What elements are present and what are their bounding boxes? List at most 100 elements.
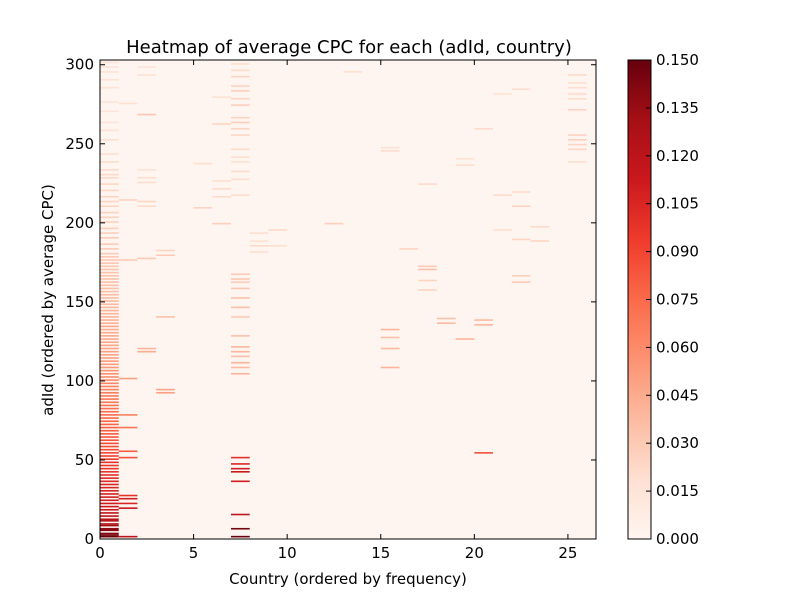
heatmap-cell	[100, 205, 119, 208]
heatmap-cell	[100, 303, 119, 306]
heatmap-cell	[511, 281, 531, 283]
heatmap-cell	[474, 127, 494, 130]
heatmap-cell	[231, 350, 250, 353]
heatmap-cell	[100, 319, 119, 321]
heatmap-cell	[231, 75, 250, 78]
heatmap-cell	[118, 199, 138, 201]
heatmap-cell	[455, 164, 475, 166]
heatmap-cell	[156, 391, 175, 394]
heatmap-cell	[530, 225, 550, 228]
colorbar-tick-label: 0.105	[656, 195, 699, 213]
heatmap-cell	[100, 455, 119, 457]
x-tick-label: 15	[371, 544, 390, 562]
heatmap-cell	[100, 331, 119, 334]
heatmap-cell	[231, 134, 250, 136]
heatmap-cell	[118, 456, 138, 459]
heatmap-cell	[343, 71, 363, 73]
colorbar-tick-label: 0.135	[656, 99, 699, 117]
heatmap-cell	[418, 279, 437, 282]
heatmap-cell	[380, 366, 400, 369]
heatmap-cell	[231, 161, 250, 163]
heatmap-cell	[324, 222, 344, 225]
heatmap-cell	[100, 183, 119, 185]
heatmap-cell	[100, 341, 119, 343]
heatmap-cell	[100, 110, 119, 113]
heatmap-cell	[100, 335, 119, 337]
heatmap-cell	[156, 254, 175, 257]
colorbar: 0.000 0.015 0.030 0.045 0.060 0.075 0.090 0.105…	[627, 51, 699, 548]
heatmap-cell	[100, 350, 119, 353]
heatmap-cell	[380, 328, 400, 331]
heatmap-cell	[100, 86, 119, 89]
heatmap-cell	[100, 306, 119, 309]
colorbar-tick-label: 0.030	[656, 434, 699, 452]
heatmap-cell	[567, 86, 587, 89]
heatmap-cell	[100, 426, 119, 429]
y-tick-label: 50	[75, 451, 94, 469]
heatmap-cell	[567, 139, 587, 141]
heatmap-cell	[493, 93, 512, 95]
heatmap-cell	[100, 439, 119, 442]
heatmap-cell	[100, 379, 119, 381]
plot-frame	[99, 59, 597, 540]
heatmap-cell	[231, 287, 250, 290]
heatmap-cell	[100, 527, 119, 530]
heatmap-cell	[100, 534, 119, 536]
heatmap-cell	[212, 188, 232, 190]
heatmap-cell	[100, 129, 119, 132]
y-axis-label: adId (ordered by average CPC)	[39, 184, 57, 416]
heatmap-cell	[567, 82, 587, 84]
heatmap-cell	[231, 527, 250, 530]
heatmap-cell	[567, 161, 587, 163]
heatmap-cell	[100, 398, 119, 400]
heatmap-cell	[268, 229, 288, 231]
heatmap-cell	[100, 275, 119, 277]
heatmap-cell	[100, 461, 119, 464]
heatmap-cell	[418, 289, 437, 291]
heatmap-cell	[231, 69, 250, 72]
heatmap-cell	[100, 471, 119, 473]
heatmap-cell	[100, 464, 119, 467]
heatmap-cell	[231, 127, 250, 130]
x-tick-label: 5	[189, 544, 199, 562]
heatmap-cell	[511, 88, 531, 91]
heatmap-cell	[100, 532, 119, 535]
heatmap-cell	[100, 433, 119, 435]
heatmap-cell	[474, 324, 494, 326]
heatmap-cell	[100, 221, 119, 223]
heatmap-cell	[137, 169, 157, 171]
heatmap-cell	[100, 496, 119, 498]
heatmap-cell	[100, 395, 119, 397]
heatmap-cell	[249, 232, 269, 234]
heatmap-cell	[100, 448, 119, 451]
heatmap-cell	[231, 463, 250, 465]
heatmap-cell	[118, 497, 138, 500]
heatmap-cell	[156, 316, 175, 318]
heatmap-cell	[231, 316, 250, 318]
heatmap-cell	[231, 156, 250, 159]
heatmap-cell	[100, 369, 119, 372]
heatmap-cell	[118, 507, 138, 509]
heatmap-cell	[100, 404, 119, 407]
heatmap-cell	[380, 347, 400, 350]
heatmap-cell	[231, 116, 250, 119]
heatmap-cell	[100, 499, 119, 502]
heatmap-cell	[100, 287, 119, 290]
heatmap-cell	[231, 90, 250, 92]
x-tick-label: 10	[278, 544, 297, 562]
heatmap-cell	[436, 317, 456, 320]
heatmap-cell	[118, 450, 138, 453]
heatmap-cell	[137, 257, 157, 260]
heatmap-cell	[100, 312, 119, 315]
heatmap-cell	[100, 139, 119, 141]
heatmap-cell	[567, 74, 587, 76]
heatmap-cell	[567, 93, 587, 95]
heatmap-cell	[380, 336, 400, 339]
heatmap-cell	[380, 150, 400, 152]
heatmap-cell	[231, 456, 250, 459]
heatmap-cell	[231, 297, 250, 299]
heatmap-cell	[100, 322, 119, 325]
y-tick-label: 100	[65, 372, 94, 390]
heatmap-cell	[100, 535, 119, 538]
